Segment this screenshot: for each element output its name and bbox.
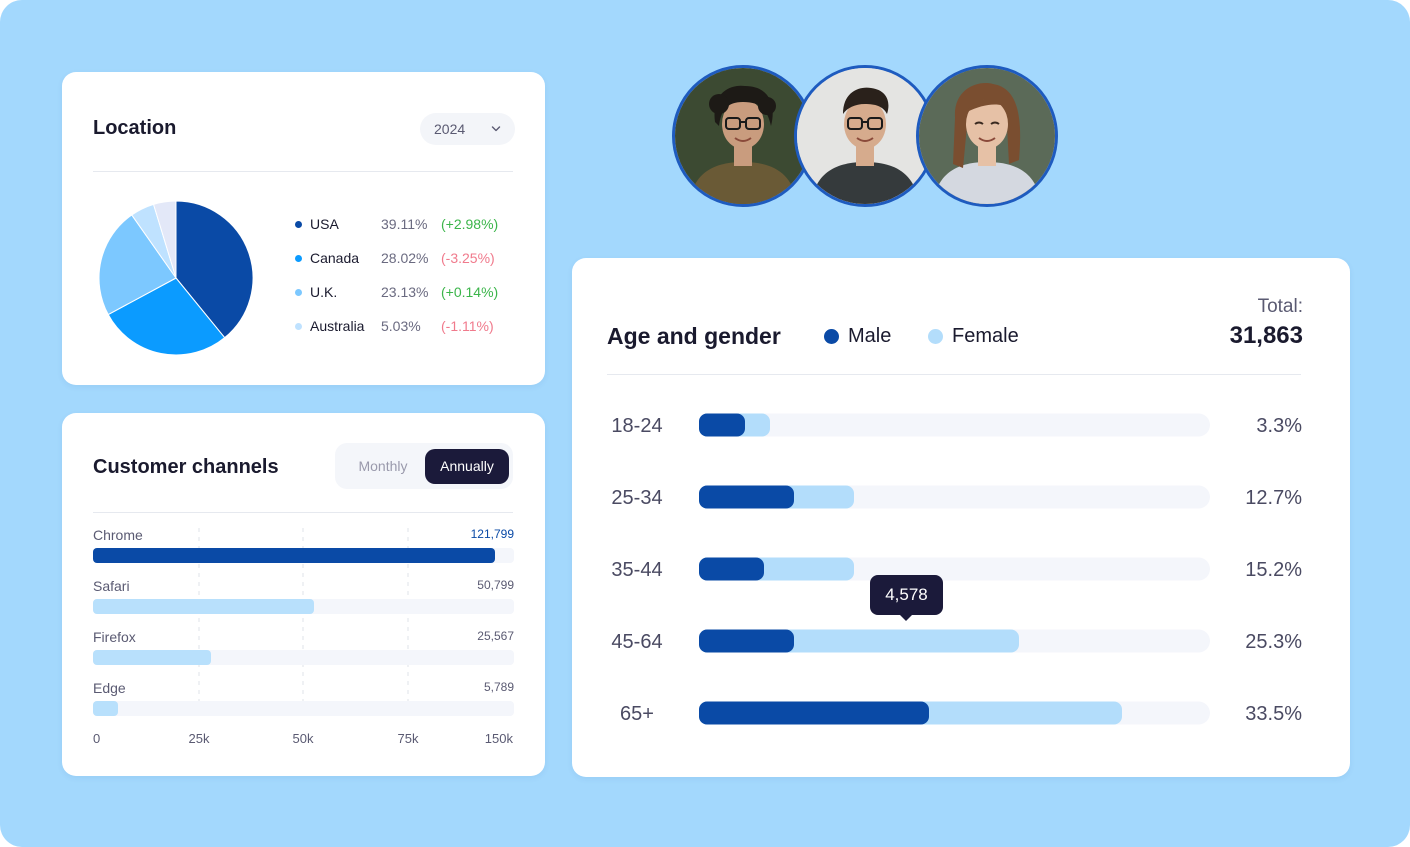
chevron-down-icon [491, 126, 501, 132]
channel-bar-firefox[interactable] [93, 650, 211, 665]
channel-value-edge: 5,789 [484, 680, 514, 694]
legend-row-canada: Canada 28.02% (-3.25%) [294, 246, 534, 280]
age-gender-bar-chart: 18-24 3.3% 25-34 12.7% 35-44 15.2% 45-64 25.3% 6… [611, 413, 1302, 725]
channel-value-safari: 50,799 [477, 578, 514, 592]
legend-row-usa: USA 39.11% (+2.98%) [294, 212, 534, 246]
male-bar-45-64[interactable] [699, 629, 794, 653]
legend-female-label: Female [952, 325, 1019, 347]
pie-slice-u-k[interactable] [98, 214, 177, 316]
portrait-icon [675, 68, 811, 204]
pie-slice-canada[interactable] [107, 277, 226, 356]
location-title: Location [93, 117, 177, 139]
total-value: 31,863 [1229, 322, 1303, 349]
legend-row-australia: Australia 5.03% (-1.11%) [294, 314, 534, 348]
legend-male-label: Male [848, 325, 892, 347]
male-bar-65[interactable] [699, 701, 929, 725]
location-legend: USA 39.11% (+2.98%) Canada 28.02% (-3.25%) U.K… [294, 212, 534, 348]
channel-label-safari: Safari [93, 578, 130, 594]
channel-bar-chrome[interactable] [93, 548, 495, 563]
age-track-18-24 [699, 413, 1210, 437]
legend-share-value: 5.03% [381, 318, 421, 334]
avatar-person-3 [916, 65, 1058, 207]
age-gender-card: Age and gender Male Female Total: 31,863… [572, 258, 1350, 777]
age-label-25-34: 25-34 [611, 487, 662, 509]
legend-share-value: 28.02% [381, 250, 429, 266]
male-bar-35-44[interactable] [699, 557, 764, 581]
age-percent-35-44: 15.2% [1245, 559, 1302, 581]
legend-share-value: 23.13% [381, 284, 429, 300]
x-tick-label: 0 [93, 731, 100, 746]
female-swatch [928, 329, 943, 344]
age-gender-title: Age and gender [607, 323, 781, 349]
total-label: Total: [1257, 296, 1303, 317]
pie-slice-other[interactable] [152, 200, 177, 279]
legend-change-value: (-3.25%) [441, 250, 495, 266]
x-tick-label: 25k [189, 731, 210, 746]
year-select-value: 2024 [434, 121, 466, 137]
channel-bar-safari[interactable] [93, 599, 314, 614]
channel-label-firefox: Firefox [93, 629, 136, 645]
pie-slice-usa[interactable] [175, 200, 254, 339]
age-percent-18-24: 3.3% [1256, 415, 1302, 437]
x-tick-label: 150k [485, 731, 514, 746]
x-tick-label: 50k [293, 731, 314, 746]
toggle-annually[interactable]: Annually [425, 449, 509, 484]
portrait-icon [919, 68, 1055, 204]
channel-value-firefox: 25,567 [477, 629, 514, 643]
age-label-65: 65+ [620, 703, 654, 725]
legend-country-name: Australia [310, 318, 365, 334]
legend-change-value: (+2.98%) [441, 216, 499, 232]
male-swatch [824, 329, 839, 344]
location-divider [93, 171, 513, 172]
legend-dot [295, 323, 302, 330]
location-pie-chart [98, 200, 254, 356]
channel-label-chrome: Chrome [93, 527, 143, 543]
customer-channels-card: Customer channels Monthly Annually Chrom… [62, 413, 545, 776]
period-toggle: Monthly Annually [335, 443, 513, 489]
age-percent-25-34: 12.7% [1245, 487, 1302, 509]
channels-bar-chart: Chrome 121,799 Safari 50,799 Firefox 25,567 Ed… [93, 527, 515, 746]
location-card: Location 2024 USA 39.11% (+2.98%) Canada 28.… [62, 72, 545, 385]
channels-divider [93, 512, 513, 513]
age-percent-65: 33.5% [1245, 703, 1302, 725]
age-label-18-24: 18-24 [611, 415, 662, 437]
x-tick-label: 75k [398, 731, 419, 746]
legend-share-value: 39.11% [381, 216, 428, 232]
male-bar-25-34[interactable] [699, 485, 794, 509]
legend-change-value: (+0.14%) [441, 284, 499, 300]
legend-dot [295, 289, 302, 296]
age-label-35-44: 35-44 [611, 559, 662, 581]
legend-country-name: Canada [310, 250, 360, 266]
legend-change-value: (-1.11%) [441, 318, 494, 334]
avatar-person-2 [794, 65, 936, 207]
legend-country-name: U.K. [310, 284, 338, 300]
year-select[interactable]: 2024 [420, 113, 515, 145]
bar-tooltip: 4,578 [870, 575, 943, 621]
portrait-icon [797, 68, 933, 204]
channel-label-edge: Edge [93, 680, 126, 696]
legend-country-name: USA [310, 216, 339, 232]
toggle-monthly[interactable]: Monthly [358, 458, 408, 474]
legend-dot [295, 221, 302, 228]
legend-dot [295, 255, 302, 262]
avatar-person-1 [672, 65, 814, 207]
channel-track-edge [93, 701, 514, 716]
channels-title: Customer channels [93, 456, 279, 478]
male-bar-18-24[interactable] [699, 413, 745, 437]
legend-row-u-k: U.K. 23.13% (+0.14%) [294, 280, 534, 314]
age-percent-45-64: 25.3% [1245, 631, 1302, 653]
age-label-45-64: 45-64 [611, 631, 662, 653]
channel-value-chrome: 121,799 [471, 527, 515, 541]
age-gender-divider [607, 374, 1301, 375]
channel-bar-edge[interactable] [93, 701, 118, 716]
